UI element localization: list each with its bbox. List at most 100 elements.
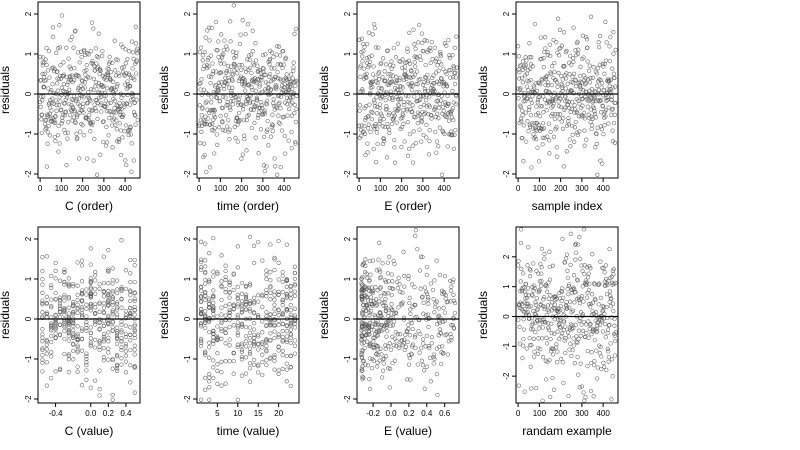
data-point	[367, 341, 372, 347]
data-point	[38, 104, 43, 110]
data-point	[529, 100, 535, 105]
data-point	[379, 86, 384, 92]
data-point	[517, 341, 523, 346]
data-point	[264, 349, 269, 354]
y-tick-label: 2	[24, 11, 33, 16]
data-point	[113, 123, 118, 128]
data-point	[576, 98, 581, 103]
data-point	[209, 95, 214, 100]
data-point	[236, 97, 241, 102]
data-point	[288, 353, 293, 358]
data-point	[530, 293, 535, 298]
data-point	[122, 104, 127, 109]
data-point	[231, 306, 236, 311]
data-point	[546, 138, 552, 143]
data-point	[62, 328, 67, 334]
data-point	[53, 268, 58, 273]
data-point	[527, 335, 532, 341]
data-point	[578, 73, 583, 79]
data-point	[251, 343, 257, 349]
data-point	[92, 136, 97, 142]
data-point	[110, 302, 115, 308]
data-point	[592, 109, 597, 114]
data-point	[108, 100, 113, 105]
y-axis-label: residuals	[0, 291, 12, 339]
data-point	[573, 48, 578, 53]
data-point	[228, 99, 233, 104]
y-tick-label: 2	[502, 254, 511, 259]
data-point	[359, 321, 364, 326]
data-point	[547, 357, 552, 363]
data-point	[59, 121, 64, 126]
data-point	[438, 98, 444, 103]
data-point	[440, 104, 446, 110]
data-point	[235, 122, 240, 127]
data-point	[44, 254, 49, 259]
data-point	[594, 329, 599, 334]
data-point	[544, 335, 549, 340]
data-point	[367, 102, 372, 107]
data-point	[535, 318, 540, 323]
data-point	[227, 359, 232, 364]
data-point	[429, 334, 435, 340]
data-point	[445, 93, 450, 99]
data-point	[424, 38, 430, 44]
data-point	[398, 332, 403, 337]
data-point	[531, 354, 537, 359]
data-point	[88, 280, 93, 285]
data-point	[62, 282, 67, 287]
data-point	[381, 117, 386, 122]
data-point	[235, 295, 240, 300]
data-point	[575, 340, 580, 345]
data-point	[579, 294, 585, 299]
data-point	[405, 153, 411, 158]
data-point	[582, 116, 588, 121]
data-point	[107, 59, 112, 65]
data-point	[50, 96, 55, 101]
data-point	[561, 295, 566, 300]
data-point	[114, 368, 120, 373]
data-point	[432, 356, 437, 362]
data-point	[282, 133, 287, 139]
data-point	[423, 62, 428, 68]
data-point	[544, 73, 550, 79]
data-point	[40, 98, 45, 103]
data-point	[535, 306, 540, 312]
data-point	[123, 158, 128, 163]
data-point	[230, 85, 235, 90]
data-point	[555, 307, 561, 312]
data-point	[376, 257, 381, 262]
y-tick-label: -2	[24, 395, 33, 403]
data-point	[612, 112, 617, 117]
data-point	[75, 292, 80, 298]
data-point	[245, 22, 251, 27]
data-point	[256, 239, 261, 245]
data-point	[62, 267, 67, 272]
data-point	[75, 324, 80, 329]
data-point	[556, 309, 561, 314]
data-point	[44, 310, 49, 315]
data-point	[610, 66, 615, 71]
data-point	[68, 73, 73, 79]
data-point	[578, 333, 583, 338]
data-point	[400, 113, 406, 118]
data-point	[392, 261, 397, 267]
data-point	[225, 102, 230, 108]
data-point	[265, 118, 270, 124]
data-point	[88, 308, 93, 313]
data-point	[97, 347, 102, 353]
data-point	[379, 60, 384, 66]
data-point	[453, 70, 458, 75]
data-point	[607, 289, 613, 294]
data-point	[527, 104, 532, 110]
data-point	[256, 299, 261, 304]
data-point	[538, 82, 543, 87]
data-point	[586, 301, 592, 307]
data-point	[365, 141, 370, 146]
data-point	[251, 299, 257, 305]
data-point	[268, 331, 273, 336]
data-point	[373, 332, 378, 337]
data-point	[244, 101, 249, 106]
data-point	[90, 119, 95, 125]
data-point	[131, 158, 136, 163]
